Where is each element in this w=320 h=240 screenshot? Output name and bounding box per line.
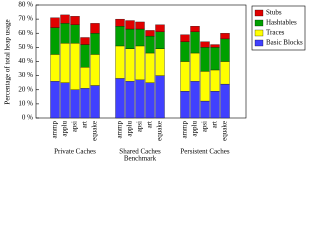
legend-swatch: [254, 9, 264, 17]
bar-segment: [145, 82, 155, 119]
bar-segment: [155, 75, 165, 119]
bar-segment: [210, 44, 220, 48]
bar-segment: [155, 24, 165, 32]
bar-segment: [90, 85, 100, 119]
bar-segment: [200, 47, 210, 72]
bar-segment: [155, 31, 165, 49]
bar-segment: [60, 23, 70, 44]
legend-label: Traces: [266, 29, 285, 37]
bar-segment: [190, 52, 200, 82]
bar-segment: [90, 54, 100, 86]
bar-segment: [115, 45, 125, 79]
y-axis-label: Percentage of total heap usage: [4, 19, 12, 104]
bar-segment: [190, 31, 200, 54]
bar-segment: [180, 61, 190, 92]
bar-segment: [80, 88, 90, 119]
x-tick-label: apsi: [71, 121, 79, 132]
x-tick-label: equake: [221, 121, 229, 141]
bar-segment: [125, 20, 135, 30]
bar-segment: [50, 27, 60, 55]
bar-segment: [90, 23, 100, 34]
bar-segment: [155, 48, 165, 76]
legend-swatch: [254, 29, 264, 37]
chart: Percentage of total heap usage Benchmark…: [4, 1, 306, 163]
group-label: Private Caches: [54, 148, 96, 156]
bar-segment: [220, 83, 230, 119]
bar-segment: [190, 26, 200, 32]
x-tick-label: apsi: [201, 121, 209, 132]
bar-segment: [180, 41, 190, 62]
bar-segment: [145, 35, 155, 54]
legend-label: Basic Blocks: [266, 39, 303, 47]
group-label: Shared Caches: [119, 148, 161, 156]
bar-segment: [60, 42, 70, 83]
bar-segment: [220, 38, 230, 62]
bar-segment: [210, 69, 220, 92]
y-tick-label: 80 %: [18, 1, 33, 9]
bar-segment: [115, 78, 125, 119]
bar-segment: [200, 41, 210, 48]
bar-segment: [60, 82, 70, 119]
bar-segment: [145, 52, 155, 83]
bar-segment: [115, 26, 125, 47]
x-tick-label: applu: [61, 121, 69, 137]
y-tick-label: 40 %: [18, 57, 33, 65]
y-tick-label: 70 %: [18, 15, 33, 23]
x-tick-label: applu: [126, 121, 134, 137]
x-tick-label: ammp: [181, 121, 189, 139]
bar-segment: [50, 81, 60, 119]
bar-segment: [135, 45, 145, 81]
legend-label: Hashtables: [266, 19, 297, 27]
bar-segment: [220, 33, 230, 40]
x-tick-label: ammp: [51, 121, 59, 139]
bar-segment: [210, 47, 220, 71]
legend-swatch: [254, 19, 264, 27]
bar-segment: [70, 24, 80, 44]
bar-segment: [80, 67, 90, 89]
bar-segment: [125, 48, 135, 82]
bar-segment: [50, 17, 60, 28]
y-tick-label: 0 %: [22, 114, 33, 122]
bar-segment: [180, 34, 190, 42]
bar-segment: [135, 28, 145, 47]
bar-segment: [135, 21, 145, 30]
bar-segment: [70, 89, 80, 119]
bar-segment: [80, 37, 90, 45]
x-tick-label: apsi: [136, 121, 144, 132]
y-tick-label: 60 %: [18, 29, 33, 37]
y-tick-label: 20 %: [18, 85, 33, 93]
x-tick-label: equake: [156, 121, 164, 141]
bar-segment: [210, 91, 220, 119]
bar-segment: [90, 33, 100, 55]
bar-segment: [60, 14, 70, 24]
x-tick-label: applu: [191, 121, 199, 137]
bar-segment: [200, 100, 210, 119]
bar-segment: [70, 16, 80, 25]
x-tick-label: ammp: [116, 121, 124, 139]
legend-label: Stubs: [266, 9, 282, 17]
bar-segment: [135, 79, 145, 119]
x-tick-label: equake: [91, 121, 99, 141]
bar-segment: [80, 44, 90, 68]
bar-segment: [115, 18, 125, 27]
group-label: Persistent Caches: [180, 148, 229, 156]
bar-segment: [200, 71, 210, 102]
bar-segment: [50, 54, 60, 82]
bar-segment: [125, 81, 135, 119]
legend-swatch: [254, 39, 264, 47]
bar-segment: [180, 91, 190, 119]
bar-segment: [190, 81, 200, 119]
x-tick-label: art: [81, 121, 89, 128]
bar-segment: [125, 28, 135, 49]
x-tick-label: art: [211, 121, 219, 128]
bar-segment: [70, 42, 80, 90]
y-tick-label: 30 %: [18, 71, 33, 79]
y-tick-label: 50 %: [18, 43, 33, 51]
bar-segment: [220, 61, 230, 85]
bar-segment: [145, 30, 155, 37]
x-tick-label: art: [146, 121, 154, 128]
x-axis-label: Benchmark: [124, 155, 157, 163]
y-tick-label: 10 %: [18, 99, 33, 107]
